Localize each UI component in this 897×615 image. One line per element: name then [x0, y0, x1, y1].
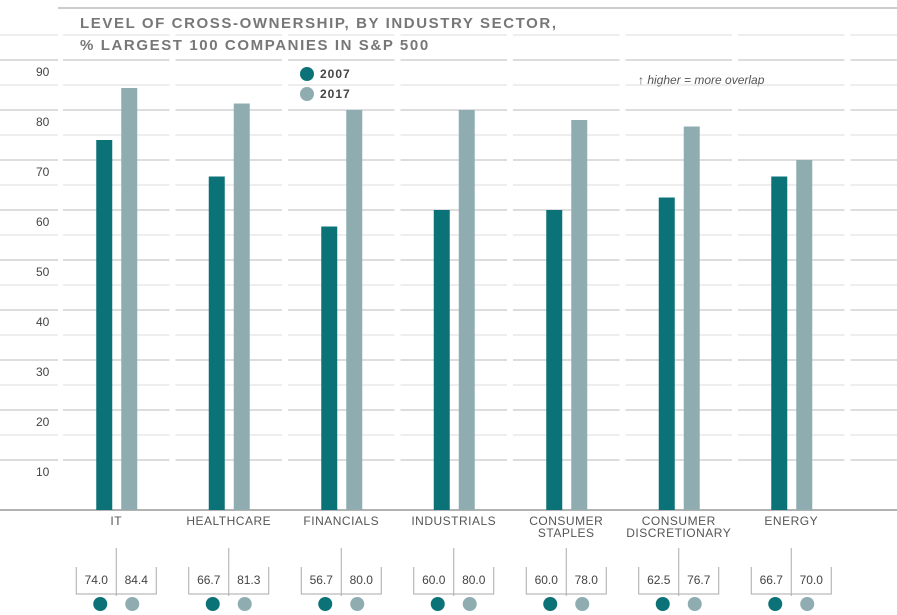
value-box	[413, 567, 495, 595]
bar	[546, 210, 563, 510]
bar	[233, 103, 250, 510]
value-box	[75, 567, 157, 595]
bar	[571, 120, 588, 510]
value-label: 60.0	[535, 573, 559, 587]
y-tick-label: 10	[36, 465, 50, 479]
bar	[208, 176, 225, 510]
x-tick-label: ENERGY	[764, 514, 818, 528]
value-label: 74.0	[85, 573, 109, 587]
value-dot	[430, 597, 445, 611]
value-dot	[575, 597, 590, 611]
bar	[433, 210, 450, 510]
y-tick-label: 50	[36, 265, 50, 279]
value-label: 81.3	[237, 573, 261, 587]
value-dot	[543, 597, 558, 611]
x-tick-label: IT	[110, 514, 122, 528]
value-box	[525, 567, 607, 595]
value-dot	[318, 597, 333, 611]
x-tick-label: INDUSTRIALS	[411, 514, 496, 528]
value-dot	[768, 597, 783, 611]
value-dot	[205, 597, 220, 611]
legend-swatch	[300, 67, 314, 81]
bar	[96, 140, 113, 510]
value-box	[750, 567, 832, 595]
x-tick-label: CONSUMER DISCRETIONARY	[626, 514, 731, 540]
value-label: 60.0	[422, 573, 446, 587]
bar	[121, 88, 138, 510]
y-tick-label: 90	[36, 65, 50, 79]
value-label: 76.7	[687, 573, 711, 587]
legend-swatch	[300, 87, 314, 101]
bar	[346, 110, 363, 510]
value-dot	[237, 597, 252, 611]
value-label: 62.5	[647, 573, 671, 587]
bar	[658, 197, 675, 510]
y-tick-label: 40	[36, 315, 50, 329]
chart-title: LEVEL OF CROSS-OWNERSHIP, BY INDUSTRY SE…	[80, 15, 558, 32]
bar	[458, 110, 475, 510]
value-dot	[800, 597, 815, 611]
value-dot	[655, 597, 670, 611]
value-label: 78.0	[575, 573, 599, 587]
value-label: 84.4	[125, 573, 149, 587]
value-dot	[93, 597, 108, 611]
y-tick-label: 70	[36, 165, 50, 179]
value-label: 80.0	[350, 573, 374, 587]
value-dot	[687, 597, 702, 611]
value-label: 80.0	[462, 573, 486, 587]
value-label: 56.7	[310, 573, 334, 587]
x-tick-label: FINANCIALS	[303, 514, 379, 528]
y-tick-label: 60	[36, 215, 50, 229]
bar	[796, 160, 813, 510]
value-box	[300, 567, 382, 595]
value-label: 70.0	[800, 573, 824, 587]
value-dot	[125, 597, 140, 611]
legend-label: 2007	[320, 67, 351, 81]
x-tick-label: CONSUMER STAPLES	[529, 514, 603, 540]
bar	[683, 126, 700, 510]
bar	[321, 226, 338, 510]
bar	[771, 176, 788, 510]
y-tick-label: 20	[36, 415, 50, 429]
value-box	[188, 567, 270, 595]
annotation: ↑ higher = more overlap	[638, 73, 765, 87]
value-label: 66.7	[197, 573, 221, 587]
y-tick-label: 30	[36, 365, 50, 379]
value-label: 66.7	[760, 573, 784, 587]
value-box	[638, 567, 720, 595]
value-dot	[350, 597, 365, 611]
y-tick-label: 80	[36, 115, 50, 129]
chart-title: % LARGEST 100 COMPANIES IN S&P 500	[80, 37, 430, 54]
x-tick-label: HEALTHCARE	[186, 514, 271, 528]
value-dot	[462, 597, 477, 611]
legend-label: 2017	[320, 87, 351, 101]
